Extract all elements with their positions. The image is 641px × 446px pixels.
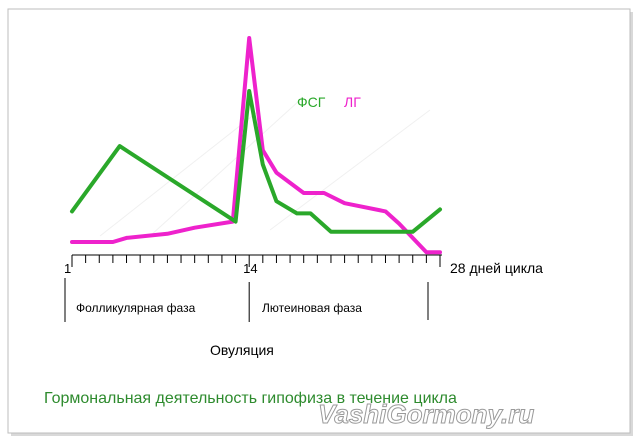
phase-label-luteal: Лютеиновая фаза [262,301,362,315]
watermark: VashiGormony.ru [318,399,534,429]
series-layer [70,36,442,255]
legend-lh: ЛГ [344,94,361,110]
x-axis-end-label: 28 дней цикла [450,260,543,276]
ovulation-label: Овуляция [210,342,274,358]
tick-label-day-14: 14 [243,261,257,276]
series-line-lh [70,36,442,255]
series-line-fsh [70,89,442,234]
x-axis-ticks [71,255,441,267]
phase-label-follicular: Фолликулярная фаза [76,301,196,315]
chart-title: Гормональная деятельность гипофиза в теч… [44,390,457,407]
legend-fsh: ФСГ [297,94,326,110]
x-axis: 1 14 28 дней цикла [64,254,543,276]
tick-label-day-1: 1 [64,261,71,276]
background-decoration [99,99,431,237]
